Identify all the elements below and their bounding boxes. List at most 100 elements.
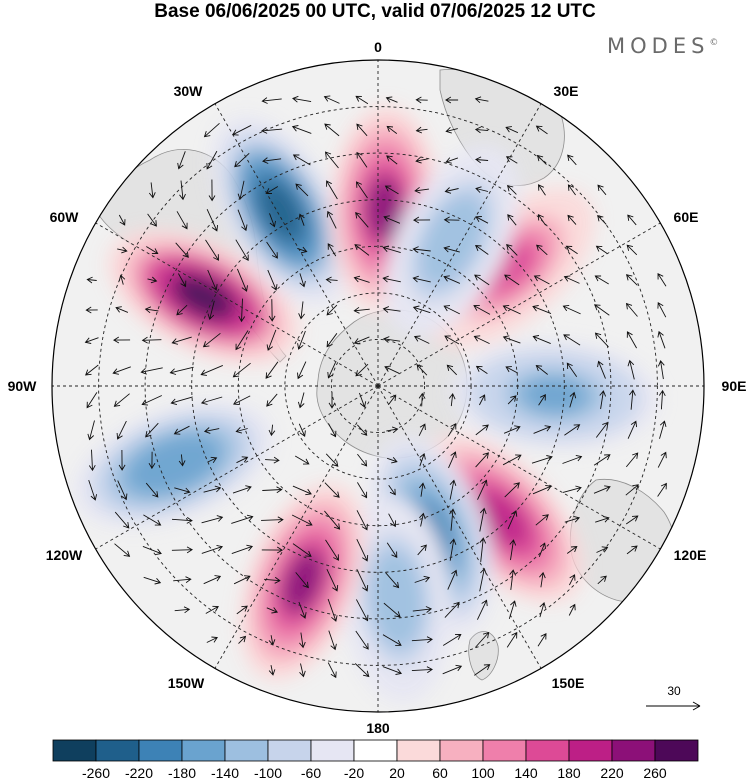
wind-arrow — [207, 456, 218, 463]
wind-arrow — [443, 275, 461, 284]
wind-arrow — [234, 152, 250, 168]
wind-arrow — [266, 329, 277, 351]
wind-arrow — [326, 333, 338, 348]
wind-arrow — [536, 244, 548, 256]
wind-arrow — [325, 276, 338, 284]
wind-arrow — [207, 300, 215, 321]
wind-arrow — [657, 451, 667, 468]
colorbar-label: -220 — [125, 765, 153, 781]
wind-arrow — [356, 510, 368, 531]
wind-arrow — [538, 393, 546, 406]
wind-arrow — [593, 485, 611, 494]
wind-arrow — [535, 125, 548, 135]
colorbar-label: 220 — [600, 765, 624, 781]
wind-arrow — [505, 366, 519, 374]
wind-arrow — [475, 424, 489, 436]
anomaly-contour — [172, 274, 235, 320]
colorbar-label: 60 — [432, 765, 448, 781]
wind-arrow — [627, 214, 637, 226]
wind-arrow — [567, 154, 577, 166]
wind-arrow — [327, 243, 337, 257]
label-150w: 150W — [168, 675, 205, 691]
wind-arrow — [443, 216, 460, 224]
wind-arrow — [386, 457, 398, 464]
wind-arrow — [657, 302, 667, 318]
wind-arrow — [355, 630, 369, 650]
wind-arrow — [383, 336, 401, 343]
wind-arrow — [268, 424, 276, 437]
wind-arrow — [355, 95, 369, 105]
wind-arrow — [208, 179, 216, 202]
wind-arrow — [236, 268, 248, 292]
wind-arrow — [443, 245, 460, 253]
colorbar-swatch — [224, 739, 269, 762]
label-30w: 30W — [174, 83, 204, 99]
wind-arrow — [415, 96, 428, 104]
wind-arrow — [266, 393, 278, 407]
wind-arrow — [113, 393, 130, 407]
wind-arrow — [538, 184, 546, 196]
wind-arrow — [203, 485, 222, 493]
wind-arrow — [504, 274, 520, 286]
wind-arrow — [297, 392, 305, 409]
wind-arrow — [294, 455, 310, 465]
wind-arrow — [203, 575, 222, 585]
anomaly-center — [330, 105, 439, 314]
wind-arrow — [292, 95, 312, 103]
wind-arrow — [382, 634, 402, 646]
wind-arrow — [563, 275, 580, 284]
wind-arrow — [539, 571, 546, 588]
wind-arrow — [625, 452, 639, 468]
wind-arrow — [146, 246, 159, 254]
wind-arrow — [299, 663, 306, 678]
anomaly-center — [450, 341, 659, 450]
wind-arrow — [386, 155, 398, 165]
wind-arrow — [597, 184, 607, 196]
wind-arrow — [118, 449, 126, 471]
wind-arrow — [475, 186, 489, 193]
wind-arrow — [538, 542, 547, 557]
wind-arrow — [203, 427, 220, 434]
wind-arrow — [324, 151, 339, 169]
wind-arrow — [419, 452, 426, 467]
wind-arrow — [388, 513, 397, 528]
map-disc — [52, 60, 704, 712]
anomaly-contour — [475, 491, 529, 547]
meridian-line — [377, 385, 542, 669]
wind-arrow — [658, 389, 666, 410]
anomaly-contour — [481, 241, 538, 295]
wind-arrow — [177, 151, 186, 170]
wind-arrow — [507, 395, 517, 405]
wind-arrow — [507, 510, 518, 530]
label-90w: 90W — [8, 378, 38, 394]
wind-arrow — [474, 126, 489, 134]
wind-arrow — [508, 600, 517, 620]
wind-arrow — [112, 366, 131, 375]
graticule — [52, 60, 704, 712]
wind-arrow — [324, 123, 340, 137]
wind-arrow — [295, 183, 309, 197]
wind-arrow — [442, 664, 463, 675]
wind-arrow — [206, 150, 218, 170]
wind-arrow — [625, 484, 639, 496]
colorbar-swatch — [654, 739, 699, 762]
wind-arrow — [447, 422, 457, 437]
wind-arrow — [502, 335, 521, 344]
wind-arrow — [299, 632, 306, 649]
wind-arrow — [479, 507, 487, 532]
wind-arrow — [444, 601, 460, 618]
wind-arrow — [261, 516, 284, 524]
wind-arrow — [414, 186, 429, 194]
wind-arrow — [236, 605, 248, 615]
wind-arrow — [503, 425, 521, 434]
wind-arrow — [147, 276, 158, 284]
wind-arrow — [479, 537, 487, 562]
colorbar-swatch — [310, 739, 355, 762]
meridian-line — [377, 103, 542, 387]
wind-arrow — [203, 122, 220, 138]
wind-arrow — [447, 569, 458, 590]
wind-arrow — [597, 575, 607, 585]
wind-arrow — [629, 389, 636, 410]
wind-arrow — [566, 545, 578, 554]
wind-arrow — [414, 575, 431, 583]
